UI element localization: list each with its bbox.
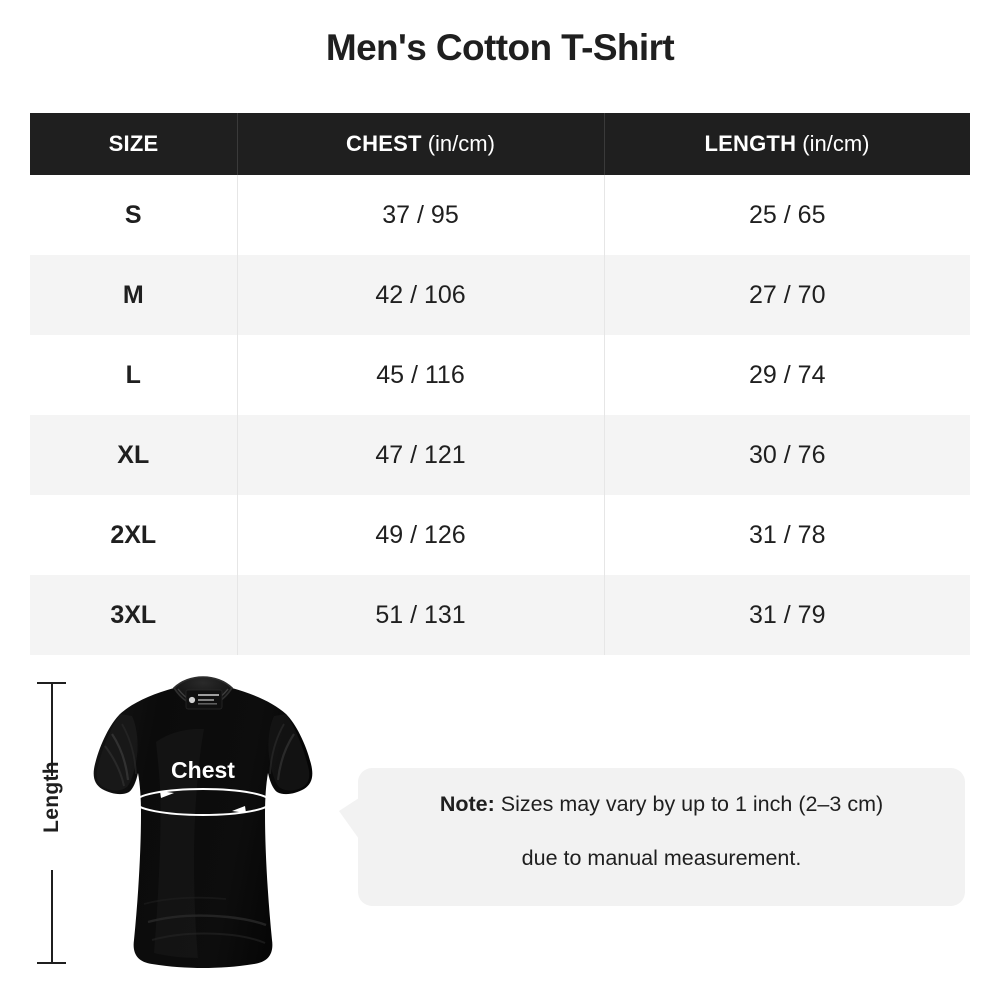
cell-chest: 51 / 131	[237, 575, 605, 655]
cell-chest: 49 / 126	[237, 495, 605, 575]
cell-size: S	[30, 175, 238, 255]
cell-length: 29 / 74	[604, 335, 970, 415]
note-text-1: Sizes may vary by up to 1 inch (2–3 cm)	[494, 792, 884, 816]
tshirt-hem-fold-1	[147, 914, 267, 927]
cell-size: M	[30, 255, 238, 335]
cell-chest: 47 / 121	[237, 415, 605, 495]
column-header-length: LENGTH (in/cm)	[604, 113, 970, 175]
cell-size: L	[30, 335, 238, 415]
cell-size: 3XL	[30, 575, 238, 655]
tshirt-right-fold-1	[276, 733, 295, 781]
length-label: Length	[40, 761, 63, 833]
column-header-length-unit: (in/cm)	[796, 131, 870, 156]
table-row: L 45 / 116 29 / 74	[30, 335, 970, 415]
cell-length: 30 / 76	[604, 415, 970, 495]
neck-label-tag	[185, 689, 223, 710]
note-callout: Note: Sizes may vary by up to 1 inch (2–…	[339, 768, 965, 906]
note-line-1: Note: Sizes may vary by up to 1 inch (2–…	[392, 792, 931, 816]
cell-chest: 45 / 116	[237, 335, 605, 415]
size-chart-table: SIZE CHEST (in/cm) LENGTH (in/cm) S 37 /…	[30, 113, 970, 655]
cell-length: 31 / 78	[604, 495, 970, 575]
cell-size: XL	[30, 415, 238, 495]
column-header-chest: CHEST (in/cm)	[237, 113, 604, 175]
chest-arrow-head-right	[232, 806, 246, 813]
column-header-chest-label: CHEST	[346, 131, 422, 156]
callout-tail-icon	[339, 798, 359, 839]
cell-length: 25 / 65	[604, 175, 970, 255]
column-header-chest-unit: (in/cm)	[421, 131, 495, 156]
table-row: 3XL 51 / 131 31 / 79	[30, 575, 970, 655]
cell-size: 2XL	[30, 495, 238, 575]
tshirt-torso-highlight	[154, 728, 204, 958]
chest-measure-ellipse	[134, 788, 272, 816]
tshirt-svg: Chest	[93, 676, 313, 968]
tshirt-left-fold-2	[104, 745, 125, 787]
table-row: XL 47 / 121 30 / 76	[30, 415, 970, 495]
tshirt-right-fold-2	[269, 723, 285, 775]
tshirt-left-fold-1	[111, 733, 130, 781]
cell-chest: 42 / 106	[237, 255, 605, 335]
table-row: M 42 / 106 27 / 70	[30, 255, 970, 335]
cell-length: 27 / 70	[604, 255, 970, 335]
length-measurement-caliper: Length	[30, 678, 74, 968]
chest-arrow-head-left	[160, 791, 174, 798]
column-header-length-label: LENGTH	[704, 131, 797, 156]
tshirt-body-shape	[93, 677, 313, 968]
tshirt-left-fold-3	[121, 723, 137, 775]
caliper-upper-stem-icon	[51, 684, 53, 776]
caliper-bottom-cap-icon	[37, 962, 66, 964]
tshirt-hem-fold-2	[151, 932, 266, 944]
column-header-size: SIZE	[30, 113, 237, 175]
tshirt-hem-fold-3	[143, 896, 227, 905]
cell-chest: 37 / 95	[237, 175, 605, 255]
chest-label: Chest	[171, 757, 235, 783]
note-label: Note:	[439, 792, 495, 816]
caliper-top-cap-icon	[37, 682, 66, 684]
tshirt-illustration: Chest	[78, 672, 328, 972]
page-title: Men's Cotton T-Shirt	[325, 27, 675, 68]
table-row: 2XL 49 / 126 31 / 78	[30, 495, 970, 575]
caliper-lower-stem-icon	[51, 870, 53, 962]
cell-length: 31 / 79	[604, 575, 970, 655]
table-row: S 37 / 95 25 / 65	[30, 175, 970, 255]
table-header-row: SIZE CHEST (in/cm) LENGTH (in/cm)	[30, 113, 970, 175]
note-line-2: due to manual measurement.	[521, 845, 802, 870]
column-header-size-label: SIZE	[108, 131, 159, 156]
